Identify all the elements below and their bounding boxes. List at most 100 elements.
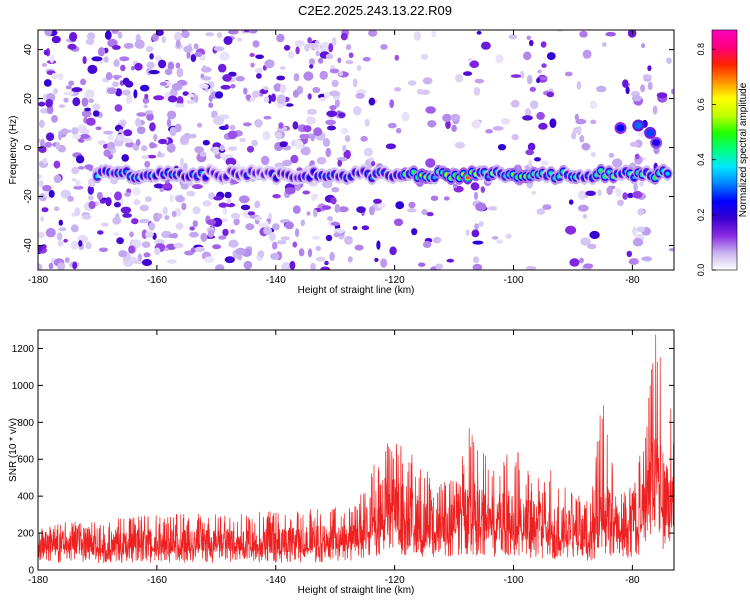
noise-cell — [183, 45, 193, 53]
noise-cell — [364, 118, 370, 127]
noise-cell — [306, 211, 311, 216]
noise-cell — [387, 122, 397, 129]
noise-cell — [568, 199, 574, 205]
noise-cell — [480, 186, 485, 194]
noise-cell — [143, 104, 148, 109]
noise-cell — [478, 221, 484, 227]
spectrogram-x-ticks: -180 -160 -140 -120 -100 -80 — [28, 30, 640, 286]
noise-cell — [118, 250, 128, 258]
noise-cell — [77, 166, 85, 170]
noise-cell — [589, 100, 598, 110]
noise-cell — [71, 87, 83, 93]
noise-cell — [250, 62, 255, 68]
noise-cell — [245, 94, 252, 101]
noise-cell — [325, 234, 333, 242]
noise-cell — [294, 139, 304, 150]
noise-cell — [181, 202, 187, 211]
noise-cell — [91, 56, 103, 62]
noise-cell — [97, 140, 107, 146]
noise-cell — [201, 76, 212, 81]
noise-cell — [373, 198, 382, 204]
noise-cell — [151, 33, 159, 42]
noise-cell — [167, 95, 178, 103]
noise-cell — [302, 190, 311, 195]
noise-cell — [617, 199, 624, 207]
noise-cell — [169, 126, 177, 137]
signal-cell — [634, 122, 643, 129]
noise-cell — [64, 257, 70, 263]
colorbar-tick-label: 0.0 — [696, 264, 706, 277]
noise-cell — [362, 56, 371, 62]
noise-cell — [313, 209, 318, 218]
noise-cell — [431, 30, 437, 38]
noise-cell — [280, 66, 286, 70]
noise-cell — [154, 247, 161, 256]
noise-cell — [38, 180, 44, 188]
noise-cell — [41, 63, 48, 67]
noise-cell — [228, 239, 239, 248]
noise-cell — [182, 91, 189, 96]
noise-cell — [347, 256, 353, 263]
noise-cell — [578, 190, 586, 200]
noise-cell — [363, 147, 373, 157]
noise-cell — [640, 84, 646, 93]
signal-cell — [652, 139, 661, 147]
noise-cell — [496, 239, 504, 244]
noise-cell — [103, 130, 114, 135]
noise-cell — [113, 232, 119, 237]
noise-cell — [254, 216, 263, 221]
noise-cell — [315, 256, 326, 262]
noise-cell — [642, 74, 652, 80]
noise-cell — [288, 50, 295, 59]
noise-cell — [254, 119, 263, 128]
noise-cell — [580, 237, 591, 246]
noise-cell — [49, 54, 55, 64]
noise-cell — [582, 49, 592, 59]
noise-cell — [522, 115, 533, 121]
noise-cell — [139, 204, 150, 212]
noise-cell — [344, 235, 353, 245]
noise-cell — [144, 160, 151, 168]
noise-cell — [328, 43, 334, 53]
noise-cell — [45, 227, 56, 238]
noise-cell — [38, 174, 43, 179]
noise-cell — [112, 81, 119, 87]
noise-cell — [149, 142, 156, 149]
noise-cell — [632, 237, 644, 247]
noise-cell — [122, 213, 132, 218]
noise-cell — [157, 150, 162, 158]
noise-cell — [98, 247, 109, 253]
noise-cell — [225, 157, 237, 166]
noise-cell — [140, 84, 150, 92]
noise-cell — [72, 261, 78, 270]
noise-cell — [105, 72, 113, 81]
noise-cell — [310, 262, 316, 270]
noise-cell — [394, 87, 402, 92]
noise-cell — [473, 87, 481, 96]
noise-cell — [330, 197, 337, 205]
noise-cell — [186, 99, 196, 104]
noise-cell — [284, 187, 296, 195]
noise-cell — [581, 142, 591, 151]
noise-cell — [153, 95, 165, 101]
noise-cell — [380, 258, 388, 268]
noise-cell — [472, 240, 484, 245]
noise-cell — [175, 39, 181, 49]
noise-cell — [569, 258, 580, 267]
noise-cell — [356, 64, 362, 72]
noise-cell — [652, 105, 658, 115]
noise-cell — [213, 46, 225, 52]
noise-cell — [239, 137, 246, 143]
noise-cell — [306, 116, 316, 125]
snr-frame — [37, 329, 675, 571]
noise-cell — [589, 230, 600, 240]
noise-cell — [585, 190, 596, 196]
noise-cell — [389, 246, 397, 256]
noise-cell — [295, 46, 300, 55]
noise-cell — [40, 216, 45, 222]
noise-cell — [329, 105, 337, 111]
x-tick-label: -100 — [504, 275, 524, 286]
noise-cell — [626, 250, 633, 258]
snr-y-label: SNR (10 * v/v) — [8, 418, 19, 482]
noise-cell — [300, 219, 306, 227]
